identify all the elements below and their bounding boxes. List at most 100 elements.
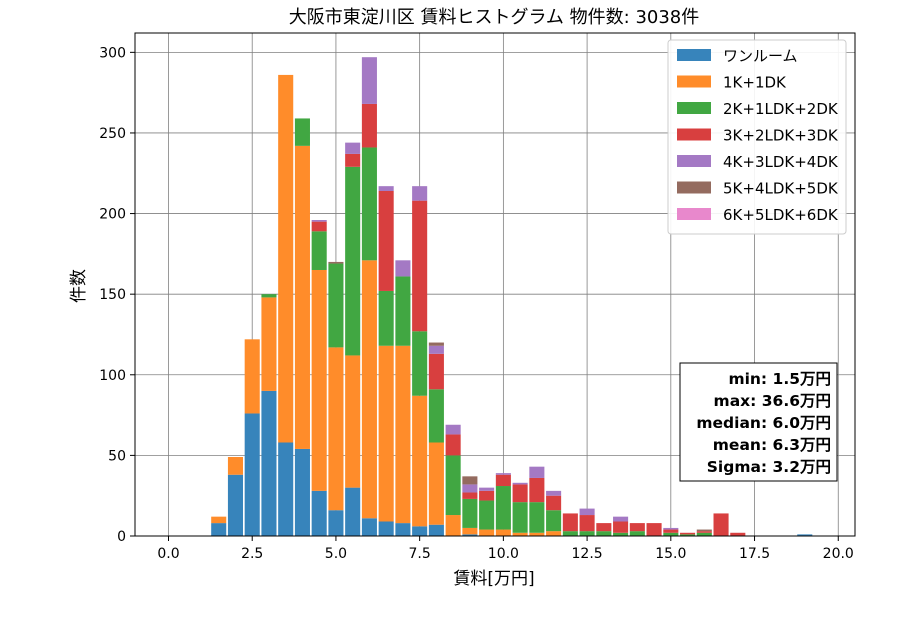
bar-segment <box>629 531 645 536</box>
y-axis-ticks: 0 50 100 150 200 250 300 <box>99 45 135 545</box>
bar-segment <box>412 200 428 332</box>
bar-segment <box>462 476 478 485</box>
bar-segment <box>428 353 444 390</box>
bar-segment <box>428 345 444 354</box>
bar-segment <box>227 457 243 475</box>
bar-segment <box>495 474 511 487</box>
bar-segment <box>663 532 679 536</box>
bar-segment <box>361 260 377 519</box>
bar-segment <box>479 500 495 530</box>
bar-segment <box>579 515 595 532</box>
bar-segment <box>696 532 712 536</box>
bar-segment <box>211 516 227 524</box>
bar-segment <box>445 424 461 435</box>
bar-segment <box>428 442 444 525</box>
bar-segment <box>445 434 461 456</box>
x-tick-label: 15.0 <box>655 546 686 562</box>
stats-line: min: 1.5万円 <box>728 370 831 388</box>
bar-segment <box>412 526 428 536</box>
legend-label: ワンルーム <box>723 47 798 65</box>
bar-segment <box>495 529 511 536</box>
bar-segment <box>378 190 394 291</box>
bar-segment <box>713 513 729 536</box>
bar-segment <box>345 487 361 536</box>
bar-segment <box>328 347 344 511</box>
bar-segment <box>596 531 612 536</box>
bar-segment <box>696 531 712 533</box>
stats-line: max: 36.6万円 <box>714 392 831 410</box>
legend-label: 5K+4LDK+5DK <box>723 180 839 198</box>
bar-segment <box>529 532 545 536</box>
bar-segment <box>613 532 629 536</box>
x-tick-label: 17.5 <box>739 546 770 562</box>
bar-segment <box>579 531 595 536</box>
bar-segment <box>562 513 578 532</box>
y-tick-label: 200 <box>99 207 126 223</box>
x-tick-label: 0.0 <box>157 546 179 562</box>
x-tick-label: 10.0 <box>488 546 519 562</box>
bar-segment <box>211 523 227 536</box>
bar-segment <box>294 448 310 536</box>
chart-title: 大阪市東淀川区 賃料ヒストグラム 物件数: 3038件 <box>289 7 700 28</box>
bar-segment <box>345 355 361 488</box>
bar-segment <box>328 510 344 536</box>
x-tick-label: 7.5 <box>409 546 431 562</box>
bar-segment <box>680 532 696 535</box>
bar-segment <box>311 221 327 232</box>
bar-segment <box>345 166 361 356</box>
bar-segment <box>378 290 394 346</box>
bar-segment <box>696 529 712 532</box>
y-axis-label: 件数 <box>69 269 89 303</box>
bar-segment <box>395 345 411 524</box>
y-tick-label: 150 <box>99 287 126 303</box>
bar-segment <box>663 529 679 533</box>
bar-segment <box>261 297 277 391</box>
bar-segment <box>579 508 595 516</box>
bar-segment <box>428 524 444 536</box>
bar-segment <box>680 534 696 536</box>
bar-segment <box>378 186 394 191</box>
legend-swatch <box>677 128 711 141</box>
legend-label: 6K+5LDK+6DK <box>723 206 839 224</box>
bars <box>211 57 813 536</box>
bar-segment <box>546 490 562 496</box>
bar-segment <box>730 532 746 536</box>
bar-segment <box>345 142 361 154</box>
x-axis-label: 賃料[万円] <box>453 569 534 589</box>
bar-segment <box>546 495 562 511</box>
y-tick-label: 100 <box>99 368 126 384</box>
bar-segment <box>227 474 243 536</box>
bar-segment <box>361 103 377 148</box>
stats-frame <box>679 362 838 482</box>
bar-segment <box>512 484 528 503</box>
stats-line: mean: 6.3万円 <box>713 436 831 454</box>
bar-segment <box>378 521 394 536</box>
bar-segment <box>462 527 478 535</box>
bar-segment <box>244 413 260 536</box>
bar-segment <box>646 523 662 536</box>
bar-segment <box>345 153 361 167</box>
stats-line: median: 6.0万円 <box>696 414 831 432</box>
bar-segment <box>412 395 428 527</box>
bar-segment <box>395 260 411 277</box>
stats-box: min: 1.5万円 max: 36.6万円 median: 6.0万円 mean: … <box>679 362 838 482</box>
bar-segment <box>294 145 310 449</box>
bar-segment <box>629 523 645 532</box>
x-tick-label: 2.5 <box>241 546 263 562</box>
legend-label: 3K+2LDK+3DK <box>723 127 839 145</box>
bar-segment <box>311 490 327 536</box>
bar-segment <box>294 118 310 146</box>
legend: ワンルーム 1K+1DK 2K+1LDK+2DK 3K+2LDK+3DK 4K+3LDK… <box>667 39 847 235</box>
bar-segment <box>428 342 444 346</box>
bar-segment <box>378 345 394 522</box>
bar-segment <box>412 331 428 396</box>
y-tick-label: 0 <box>117 529 126 545</box>
legend-label: 4K+3LDK+4DK <box>723 153 839 171</box>
bar-segment <box>428 389 444 443</box>
y-tick-label: 300 <box>99 45 126 61</box>
x-tick-label: 5.0 <box>325 546 347 562</box>
bar-segment <box>311 231 327 270</box>
bar-segment <box>663 527 679 530</box>
bar-segment <box>462 534 478 536</box>
